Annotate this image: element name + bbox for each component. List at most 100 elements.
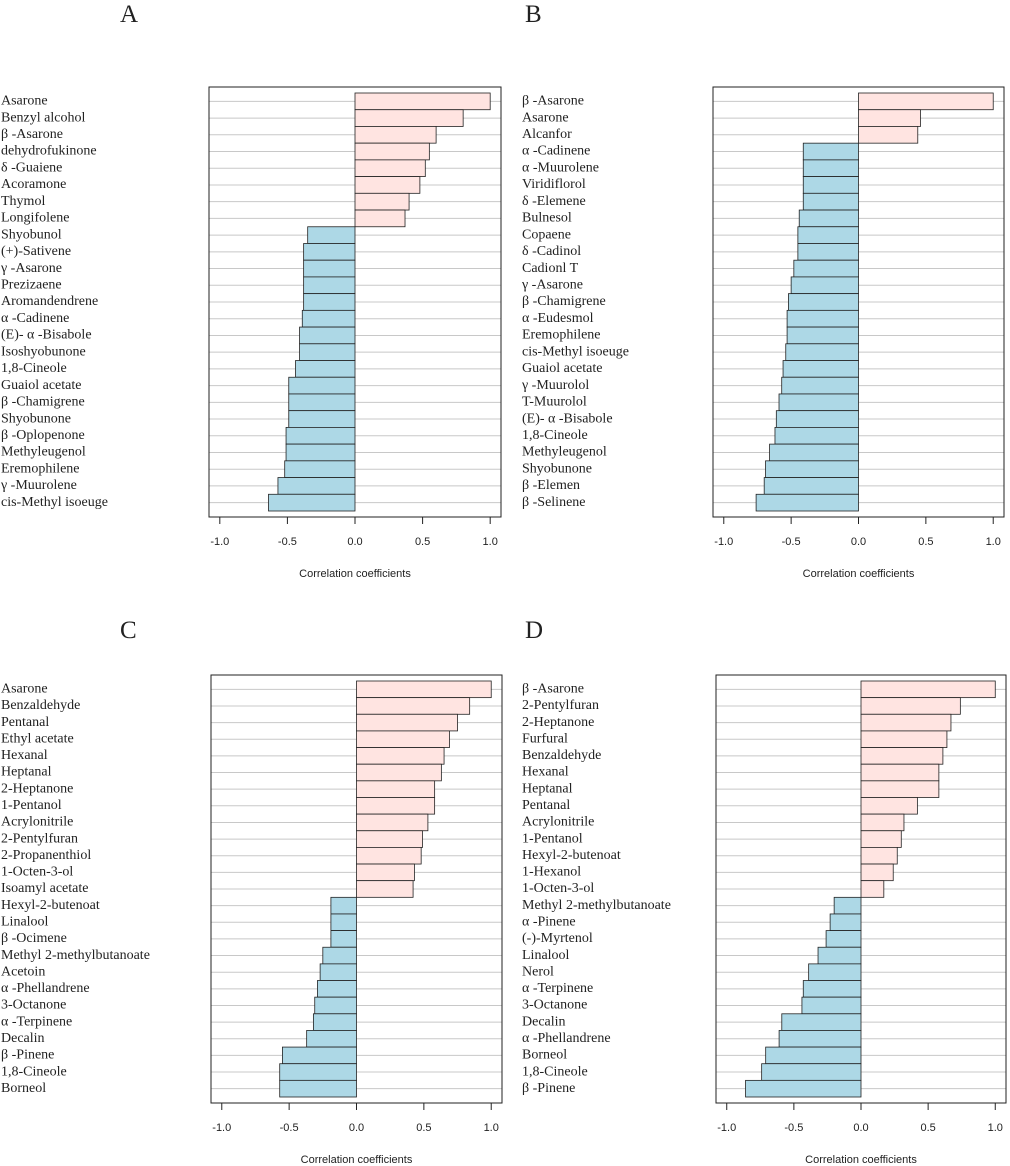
x-axis-label: Correlation coefficients: [805, 1154, 917, 1166]
bar: [299, 326, 356, 345]
bar: [778, 393, 859, 412]
bar: [356, 830, 423, 848]
x-tick-label: 0.0: [347, 536, 362, 548]
bar: [788, 293, 859, 311]
category-label: Shyobunone: [1, 411, 71, 426]
bar: [761, 1063, 862, 1081]
x-tick-label: -0.5: [782, 536, 801, 548]
category-label: δ -Cadinol: [522, 244, 581, 259]
category-label: 1-Octen-3-ol: [522, 881, 594, 896]
bar: [860, 747, 944, 765]
category-label: 2-Propanenthiol: [1, 848, 91, 863]
bar: [288, 393, 356, 412]
bar: [314, 996, 357, 1015]
category-label: (E)- α -Bisabole: [522, 411, 613, 426]
bar: [860, 680, 996, 699]
bar: [793, 259, 859, 278]
category-label: Bulnesol: [522, 211, 572, 226]
x-tick-label: -1.0: [212, 1122, 231, 1134]
category-label: β -Asarone: [522, 94, 584, 109]
category-label: Acetoin: [1, 964, 45, 979]
category-label: Hexanal: [1, 748, 48, 763]
category-label: 3-Octanone: [522, 998, 587, 1013]
bar: [829, 913, 862, 932]
bar: [322, 946, 357, 965]
x-tick-label: 0.5: [918, 536, 933, 548]
category-label: Alcanfor: [522, 127, 572, 142]
x-tick-label: 0.5: [920, 1122, 935, 1134]
category-label: 2-Heptanone: [1, 781, 73, 796]
bar: [356, 780, 436, 798]
bar: [774, 426, 859, 445]
category-label: Pentanal: [522, 798, 570, 813]
category-label: β -Pinene: [522, 1081, 575, 1096]
category-label: α -Phellandrene: [522, 1031, 611, 1046]
category-label: β -Elemen: [522, 478, 580, 493]
x-axis-label: Correlation coefficients: [803, 568, 915, 580]
x-tick-label: 1.0: [483, 536, 498, 548]
bar: [301, 309, 356, 328]
category-label: β -Chamigrene: [1, 395, 85, 410]
bar: [860, 830, 902, 848]
bar: [285, 443, 356, 462]
category-label: Decalin: [1, 1031, 45, 1046]
category-label: Acoramone: [1, 177, 66, 192]
category-label: Prezizaene: [1, 277, 62, 292]
bar: [317, 980, 357, 998]
category-label: Acrylonitrile: [522, 815, 594, 830]
bar: [858, 126, 919, 144]
bar: [782, 360, 859, 378]
bar: [858, 109, 921, 127]
category-label: Viridiflorol: [522, 177, 586, 192]
category-label: (+)-Sativene: [1, 244, 71, 259]
category-label: β -Selinene: [522, 495, 586, 510]
category-label: Heptanal: [522, 781, 573, 796]
category-label: Furfural: [522, 731, 568, 746]
category-label: 2-Heptanone: [522, 715, 594, 730]
category-label: α -Terpinene: [1, 1014, 72, 1029]
bar: [268, 493, 356, 512]
category-label: α -Muurolene: [522, 160, 599, 175]
x-tick-label: 1.0: [986, 536, 1001, 548]
bar: [860, 763, 940, 782]
x-tick-label: 0.5: [415, 536, 430, 548]
category-label: Guaiol acetate: [522, 361, 602, 376]
category-label: 1,8-Cineole: [522, 428, 588, 443]
bar: [802, 159, 859, 178]
bar: [763, 477, 859, 495]
bar: [354, 126, 437, 144]
category-label: Isoshyobunone: [1, 344, 86, 359]
category-label: α -Cadinene: [1, 311, 69, 326]
bar: [354, 176, 421, 194]
category-label: δ -Guaiene: [1, 160, 62, 175]
bar: [802, 980, 862, 998]
x-tick-label: -1.0: [210, 536, 229, 548]
bar: [860, 880, 885, 898]
x-tick-label: 0.0: [853, 1122, 868, 1134]
bar: [808, 963, 862, 981]
category-label: Linalool: [1, 914, 49, 929]
bar: [356, 697, 471, 715]
bar: [295, 360, 356, 378]
bar: [306, 1030, 357, 1048]
bar: [860, 730, 948, 748]
bar: [802, 176, 859, 194]
bar: [354, 159, 426, 178]
category-label: dehydrofukinone: [1, 144, 97, 159]
bar: [279, 1063, 357, 1081]
category-label: cis-Methyl isoeuge: [1, 495, 108, 510]
bar: [354, 142, 430, 161]
category-label: β -Pinene: [1, 1048, 54, 1063]
bar: [356, 863, 415, 882]
bar: [284, 460, 356, 478]
category-label: Ethyl acetate: [1, 731, 74, 746]
category-label: Eremophilene: [522, 328, 601, 343]
x-tick-label: -1.0: [717, 1122, 736, 1134]
category-label: δ -Elemene: [522, 194, 586, 209]
category-label: Linalool: [522, 948, 570, 963]
bar: [288, 376, 356, 395]
category-label: γ -Muurolene: [0, 478, 77, 493]
bar: [285, 426, 356, 445]
bar: [775, 410, 859, 428]
